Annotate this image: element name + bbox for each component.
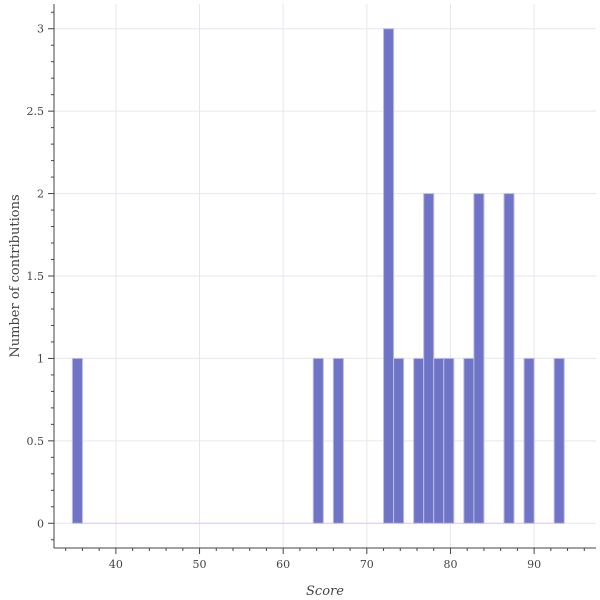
x-tick-label: 70 (360, 558, 374, 571)
histogram-bar (463, 357, 475, 524)
y-tick-label: 0.5 (27, 435, 45, 448)
x-tick-label: 40 (109, 558, 123, 571)
histogram-bar (443, 357, 455, 524)
x-tick-label: 50 (193, 558, 207, 571)
bars (71, 28, 565, 524)
histogram-bar (332, 357, 344, 524)
histogram-bar (312, 357, 324, 524)
y-tick-label: 1.5 (27, 270, 45, 283)
histogram-bar (523, 357, 535, 524)
x-tick-label: 60 (276, 558, 290, 571)
axes: 40 50 60 70 80 90 0 0.5 1 1.5 2 2.5 3 (27, 4, 596, 571)
y-tick-label: 1 (37, 352, 44, 365)
x-tick-label: 80 (443, 558, 457, 571)
x-axis-title: Score (306, 584, 344, 599)
y-axis-title: Number of contributions (8, 194, 23, 357)
grid (54, 4, 596, 548)
histogram-bar (71, 357, 83, 524)
y-tick-label: 2.5 (27, 105, 45, 118)
histogram-bar (413, 357, 425, 524)
histogram-bar (433, 357, 445, 524)
y-tick-label: 2 (37, 188, 44, 201)
histogram-bar (423, 193, 435, 524)
y-tick-label: 3 (37, 23, 44, 36)
x-tick-label: 90 (527, 558, 541, 571)
histogram-bar (503, 193, 515, 524)
histogram-bar (383, 28, 395, 524)
histogram-bar (553, 357, 565, 524)
histogram-bar (393, 357, 405, 524)
y-tick-label: 0 (37, 517, 44, 530)
histogram-bar (473, 193, 485, 524)
